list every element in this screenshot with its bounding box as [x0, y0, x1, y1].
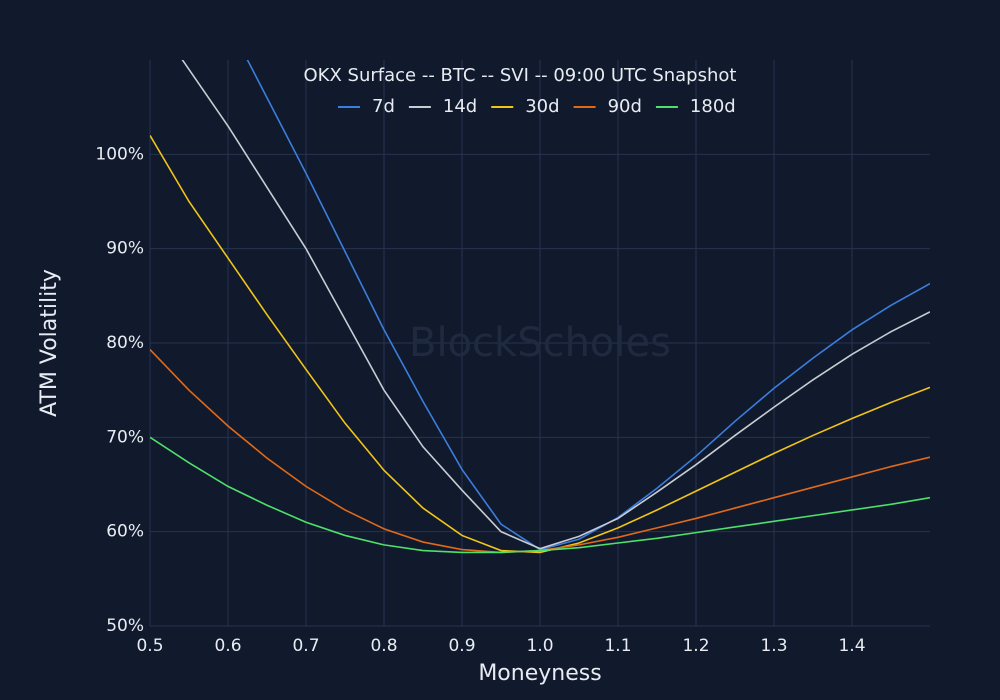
y-axis-label: ATM Volatility: [37, 269, 62, 417]
y-tick-label: 100%: [95, 144, 144, 164]
x-tick-label: 1.2: [682, 636, 709, 656]
series-line: [150, 436, 930, 554]
x-tick-label: 1.1: [604, 636, 631, 656]
series-line: [150, 135, 930, 554]
series-line: [181, 60, 930, 550]
x-tick-label: 0.9: [448, 636, 475, 656]
grid: [149, 60, 930, 627]
series-line: [246, 60, 930, 551]
watermark: BlockScholes: [409, 320, 671, 366]
x-axis-label: Moneyness: [478, 661, 601, 686]
x-tick-label: 0.7: [292, 636, 319, 656]
x-tick-label: 0.5: [136, 636, 163, 656]
legend-label: 14d: [443, 96, 477, 117]
y-tick-label: 50%: [106, 616, 144, 636]
chart-title: OKX Surface -- BTC -- SVI -- 09:00 UTC S…: [304, 65, 737, 86]
y-tick-label: 80%: [106, 333, 144, 353]
x-tick-label: 1.4: [838, 636, 865, 656]
y-tick-label: 70%: [106, 427, 144, 447]
y-tick-label: 90%: [106, 239, 144, 259]
x-tick-label: 1.3: [760, 636, 787, 656]
legend-label: 90d: [608, 96, 642, 117]
x-tick-label: 1.0: [526, 636, 553, 656]
x-tick-label: 0.6: [214, 636, 241, 656]
legend-label: 30d: [525, 96, 559, 117]
x-tick-label: 0.8: [370, 636, 397, 656]
legend-label: 7d: [372, 96, 395, 117]
y-tick-label: 60%: [106, 522, 144, 542]
legend-label: 180d: [690, 96, 736, 117]
